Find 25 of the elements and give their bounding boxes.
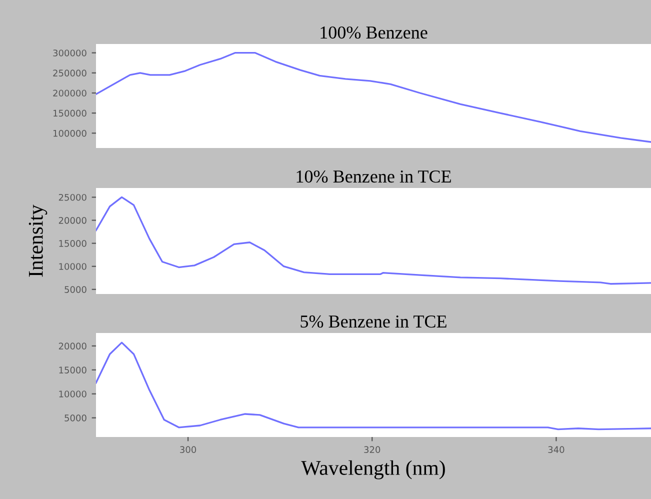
line-series bbox=[96, 342, 651, 430]
y-tick-label: 5000 bbox=[64, 414, 86, 422]
x-tick-label: 340 bbox=[548, 446, 564, 454]
y-tick-label: 15000 bbox=[59, 366, 86, 374]
y-tick-label: 10000 bbox=[59, 390, 86, 398]
y-tick-label: 250000 bbox=[53, 70, 86, 76]
y-tick-label: 20000 bbox=[58, 216, 86, 224]
y-axis-title: Intensity bbox=[28, 204, 48, 277]
y-tick-label: 150000 bbox=[54, 110, 86, 117]
chart-title: 100% Benzene bbox=[320, 26, 428, 39]
line-series bbox=[96, 196, 651, 285]
y-tick-label: 100000 bbox=[54, 130, 86, 137]
y-tick-label: 20000 bbox=[58, 342, 86, 350]
y-tick-label: 15000 bbox=[59, 240, 86, 247]
y-tick-label: 300000 bbox=[53, 50, 86, 56]
chart-title: 10% Benzene in TCE bbox=[296, 170, 451, 183]
chart-title: 5% Benzene in TCE bbox=[300, 315, 446, 328]
y-tick-label: 5000 bbox=[64, 286, 86, 293]
y-tick-label: 200000 bbox=[53, 90, 86, 97]
x-tick-label: 300 bbox=[180, 446, 196, 454]
x-tick-label: 320 bbox=[364, 446, 380, 454]
y-tick-label: 25000 bbox=[58, 194, 86, 201]
x-axis-title: Wavelength (nm) bbox=[301, 460, 445, 480]
y-tick-label: 10000 bbox=[59, 263, 86, 270]
line-series bbox=[96, 52, 651, 143]
